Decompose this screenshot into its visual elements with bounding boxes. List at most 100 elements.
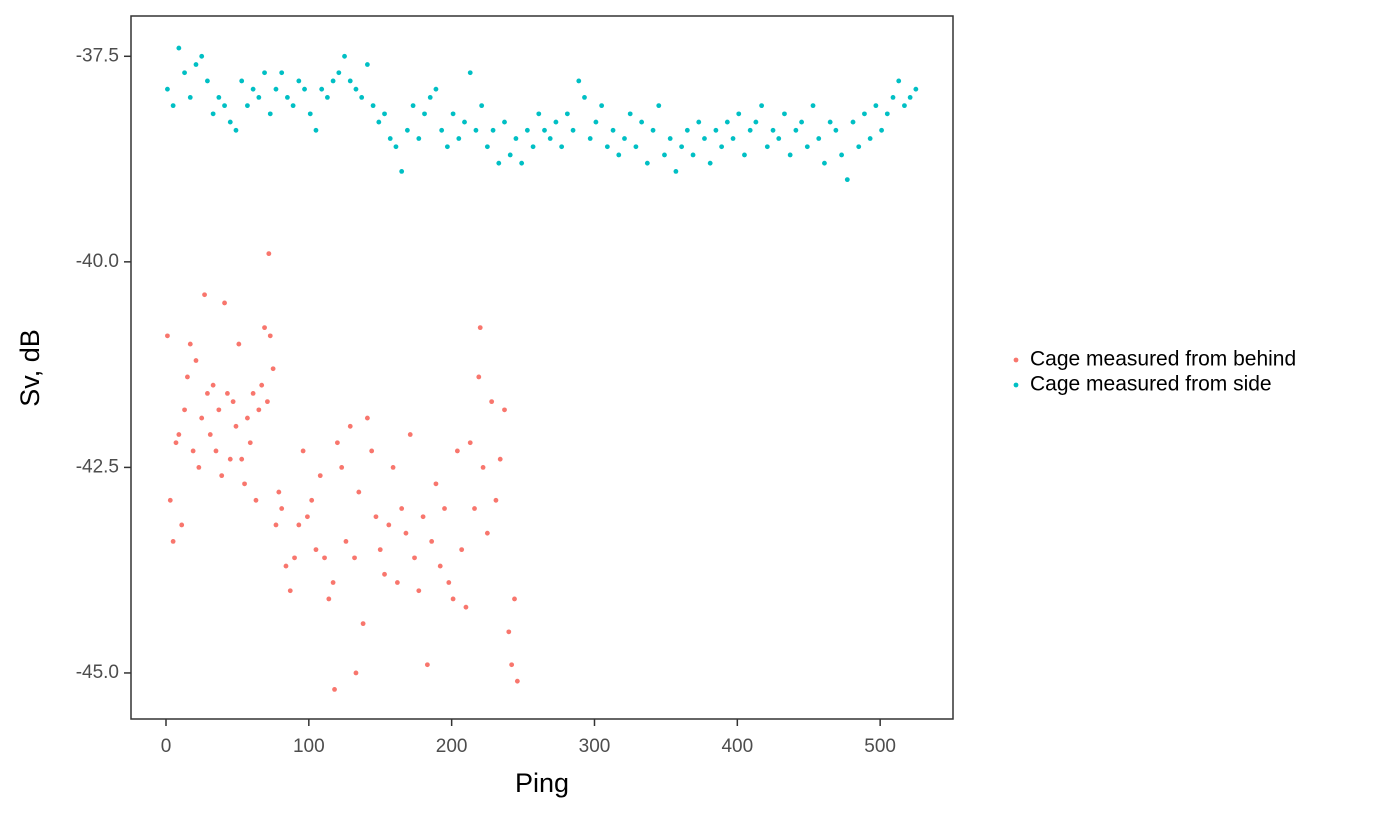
point bbox=[360, 621, 366, 627]
point bbox=[407, 432, 413, 437]
point bbox=[747, 127, 753, 133]
point bbox=[702, 136, 707, 141]
point bbox=[833, 127, 839, 133]
point bbox=[570, 127, 576, 133]
point bbox=[810, 103, 816, 109]
point bbox=[873, 103, 879, 109]
point bbox=[290, 103, 296, 109]
x-tick-label: 0 bbox=[161, 736, 172, 757]
point bbox=[386, 522, 392, 528]
point bbox=[259, 382, 265, 388]
point bbox=[182, 70, 187, 76]
point bbox=[593, 119, 599, 125]
point bbox=[512, 596, 517, 602]
point bbox=[724, 119, 730, 125]
panel-border bbox=[130, 15, 954, 720]
point bbox=[313, 127, 319, 133]
point bbox=[330, 78, 336, 84]
point bbox=[225, 391, 230, 396]
point bbox=[222, 300, 227, 306]
point bbox=[193, 358, 199, 363]
legend-key bbox=[1013, 382, 1019, 388]
point bbox=[502, 407, 507, 413]
point bbox=[437, 563, 443, 569]
y-axis-title: Sv, dB bbox=[15, 329, 45, 407]
y-tick-label: -37.5 bbox=[76, 45, 119, 66]
point bbox=[304, 514, 310, 520]
point bbox=[245, 103, 250, 109]
point bbox=[390, 465, 396, 470]
point bbox=[270, 366, 276, 372]
point bbox=[165, 86, 170, 92]
point bbox=[322, 555, 327, 561]
point bbox=[506, 629, 512, 635]
point bbox=[446, 580, 452, 585]
point bbox=[459, 547, 465, 553]
point bbox=[336, 70, 342, 76]
point bbox=[373, 514, 379, 520]
point bbox=[690, 152, 696, 158]
point bbox=[442, 506, 447, 511]
point bbox=[376, 119, 382, 125]
point bbox=[307, 111, 313, 117]
point bbox=[404, 127, 410, 133]
point bbox=[553, 119, 559, 125]
point bbox=[827, 119, 833, 125]
point bbox=[170, 539, 176, 544]
x-tick-label: 200 bbox=[436, 736, 468, 757]
point bbox=[422, 111, 427, 117]
point bbox=[190, 448, 196, 454]
point bbox=[230, 399, 236, 405]
point bbox=[576, 78, 582, 84]
point bbox=[850, 119, 856, 125]
point bbox=[559, 144, 565, 150]
point bbox=[319, 86, 325, 92]
point bbox=[167, 497, 173, 503]
point bbox=[309, 497, 315, 503]
point bbox=[296, 522, 302, 528]
point bbox=[502, 119, 507, 125]
point bbox=[759, 103, 765, 109]
point bbox=[176, 432, 182, 437]
point bbox=[347, 423, 353, 429]
point bbox=[296, 78, 302, 84]
point bbox=[262, 325, 267, 331]
point bbox=[776, 136, 782, 141]
point bbox=[804, 144, 810, 150]
point bbox=[456, 136, 462, 141]
point bbox=[185, 374, 190, 380]
x-tick-label: 400 bbox=[721, 736, 753, 757]
point bbox=[497, 456, 503, 462]
point bbox=[476, 374, 482, 380]
point bbox=[662, 152, 667, 158]
point bbox=[867, 136, 873, 141]
point bbox=[450, 111, 456, 117]
point bbox=[472, 506, 477, 511]
point bbox=[902, 103, 907, 109]
point bbox=[199, 53, 205, 59]
point bbox=[193, 62, 199, 67]
point bbox=[250, 391, 256, 396]
point bbox=[890, 95, 896, 100]
x-tick-label: 300 bbox=[579, 736, 611, 757]
y-tick-label: -45.0 bbox=[76, 662, 119, 683]
point bbox=[326, 596, 332, 602]
point bbox=[542, 127, 547, 133]
point bbox=[382, 571, 387, 577]
point bbox=[509, 662, 515, 668]
point bbox=[480, 465, 486, 470]
point bbox=[599, 103, 605, 109]
point bbox=[266, 251, 272, 257]
point bbox=[176, 45, 182, 51]
point bbox=[463, 604, 469, 610]
point bbox=[222, 103, 227, 109]
point bbox=[364, 62, 370, 67]
point bbox=[627, 111, 633, 117]
point bbox=[484, 144, 490, 150]
point bbox=[450, 596, 456, 602]
point bbox=[410, 103, 416, 109]
point bbox=[424, 662, 430, 668]
point bbox=[433, 86, 439, 92]
point bbox=[279, 506, 285, 511]
